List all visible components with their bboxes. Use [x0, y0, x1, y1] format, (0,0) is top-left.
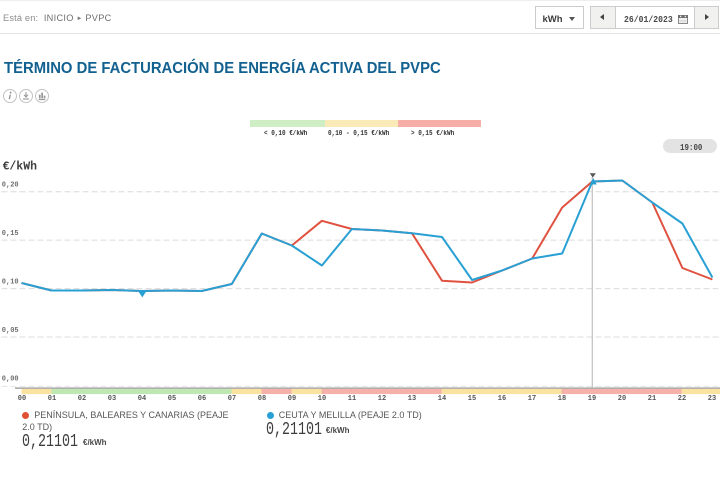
svg-text:07: 07: [228, 395, 236, 403]
svg-text:€/kWh: €/kWh: [3, 160, 38, 173]
svg-text:18: 18: [558, 395, 566, 403]
svg-text:19: 19: [588, 395, 596, 403]
svg-text:14: 14: [438, 395, 446, 403]
svg-text:03: 03: [108, 395, 116, 403]
svg-text:15: 15: [468, 395, 476, 403]
svg-text:0,20: 0,20: [2, 182, 19, 190]
svg-text:02: 02: [78, 395, 86, 403]
svg-text:13: 13: [408, 395, 416, 403]
svg-text:05: 05: [168, 395, 176, 403]
svg-text:01: 01: [48, 395, 56, 403]
svg-text:0,15: 0,15: [2, 230, 19, 238]
svg-text:12: 12: [378, 395, 386, 403]
svg-text:00: 00: [18, 395, 26, 403]
svg-text:09: 09: [288, 395, 296, 403]
svg-text:08: 08: [258, 395, 266, 403]
svg-text:17: 17: [528, 395, 536, 403]
svg-text:0,00: 0,00: [2, 376, 19, 384]
svg-text:11: 11: [348, 395, 356, 403]
svg-text:22: 22: [678, 395, 686, 403]
svg-text:16: 16: [498, 395, 506, 403]
svg-text:0,10: 0,10: [2, 279, 19, 287]
svg-text:23: 23: [708, 395, 716, 403]
svg-text:0,05: 0,05: [2, 327, 19, 335]
svg-text:04: 04: [138, 395, 146, 403]
svg-text:20: 20: [618, 395, 626, 403]
svg-text:06: 06: [198, 395, 206, 403]
svg-text:21: 21: [648, 395, 656, 403]
svg-text:10: 10: [318, 395, 326, 403]
